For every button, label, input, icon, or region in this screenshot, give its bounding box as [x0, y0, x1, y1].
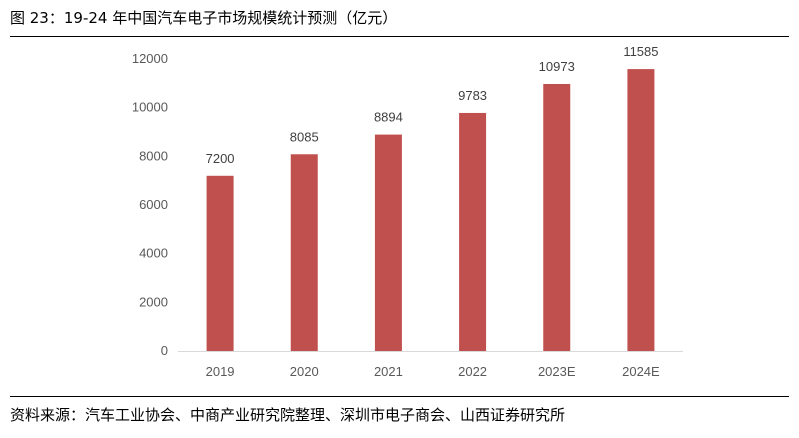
x-tick-label: 2019 [206, 364, 235, 379]
data-label-2024E: 11585 [623, 44, 658, 59]
figure-source: 资料来源：汽车工业协会、中商产业研究院整理、深圳市电子商会、山西证券研究所 [10, 406, 566, 424]
x-tick-label: 2021 [374, 364, 403, 379]
y-tick-label: 6000 [139, 197, 168, 212]
data-label-2023E: 10973 [539, 59, 575, 74]
data-label-2019: 7200 [206, 151, 235, 166]
bar-2021 [374, 134, 402, 351]
bar-2022 [459, 112, 487, 352]
bar-2023E [543, 83, 571, 352]
bar-2020 [290, 154, 318, 351]
top-divider [10, 36, 789, 37]
y-tick-label: 4000 [139, 246, 168, 261]
bar-2019 [206, 175, 234, 351]
x-tick-label: 2024E [622, 364, 660, 379]
bottom-divider [10, 396, 789, 397]
y-tick-label: 8000 [139, 148, 168, 163]
figure-title: 图 23：19-24 年中国汽车电子市场规模统计预测（亿元） [10, 9, 398, 27]
data-label-2022: 9783 [458, 88, 487, 103]
y-tick-label: 2000 [139, 294, 168, 309]
y-tick-label: 10000 [132, 100, 168, 115]
data-labels: 7200 8085 8894 9783 10973 11585 [206, 44, 659, 166]
data-label-2021: 8894 [374, 110, 403, 125]
y-tick-label: 12000 [132, 51, 168, 66]
bar-2024E [627, 69, 655, 352]
x-tick-label: 2023E [538, 364, 576, 379]
y-tick-label: 0 [161, 343, 168, 358]
x-tick-label: 2020 [290, 364, 319, 379]
x-axis-ticks: 2019 2020 2021 2022 2023E 2024E [206, 364, 660, 379]
data-label-2020: 8085 [290, 129, 319, 144]
bars [206, 69, 655, 352]
x-tick-label: 2022 [458, 364, 487, 379]
y-axis-ticks: 0 2000 4000 6000 8000 10000 12000 [132, 51, 168, 358]
